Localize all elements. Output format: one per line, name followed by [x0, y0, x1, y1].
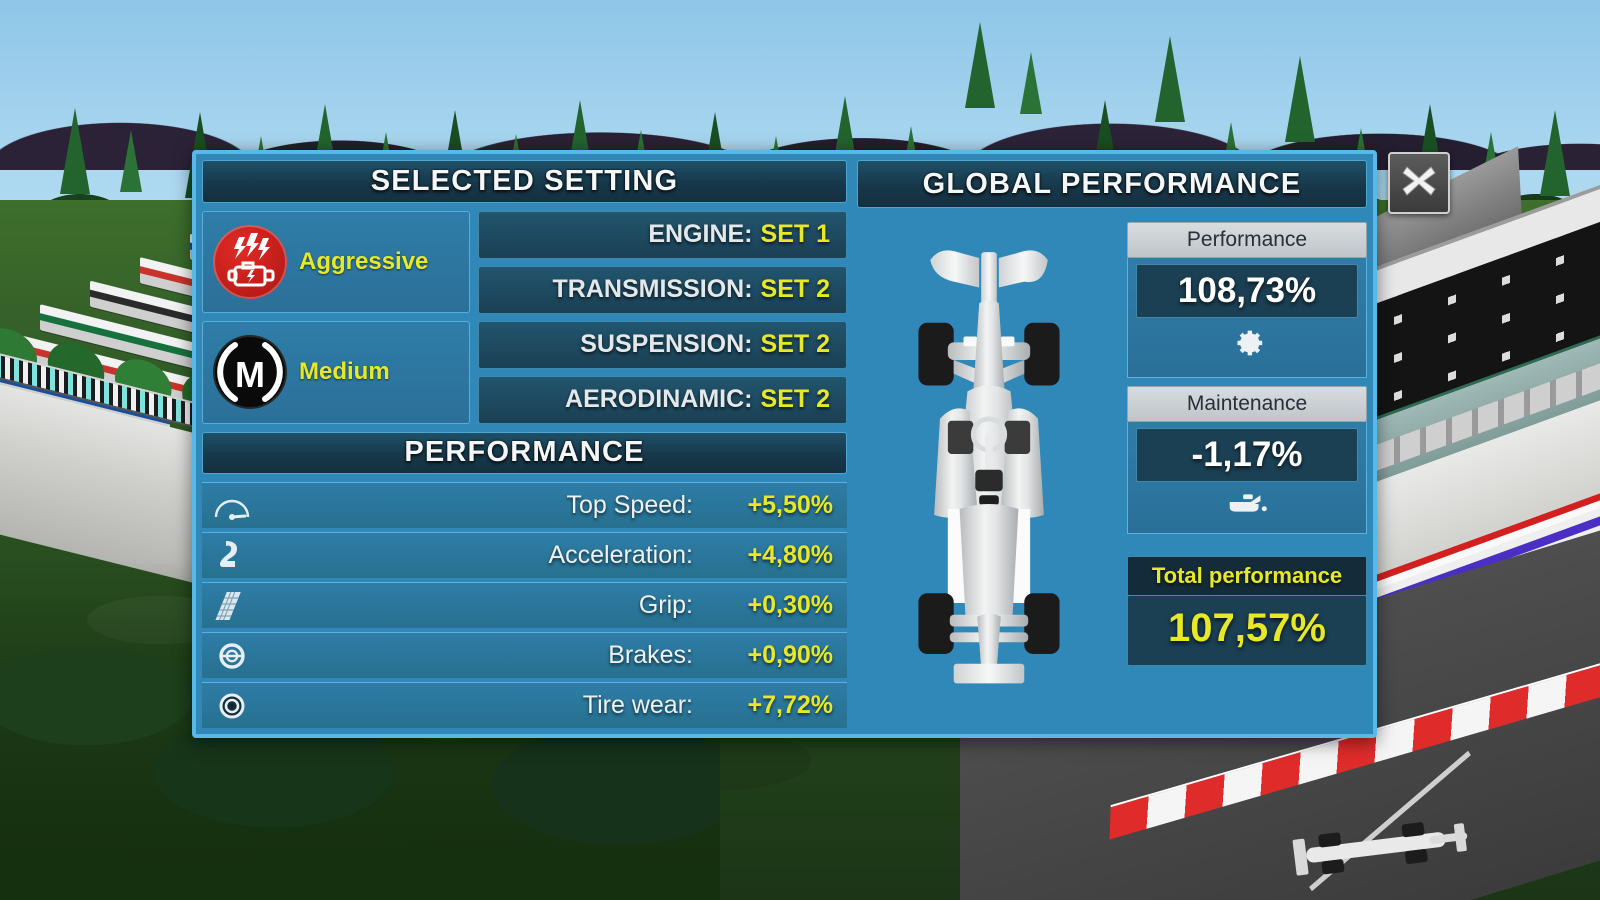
- total-performance-label: Total performance: [1127, 556, 1367, 596]
- setting-name: AERODINAMIC:: [565, 385, 753, 413]
- setting-row-engine[interactable]: ENGINE: SET 1: [478, 210, 847, 259]
- selected-setting-panel: SELECTED SETTING: [202, 160, 847, 728]
- performance-row-grip: Grip: +0,30%: [202, 582, 847, 628]
- brake-disc-icon: [210, 639, 254, 673]
- setting-value: SET 2: [760, 385, 830, 413]
- performance-name: Top Speed:: [566, 491, 694, 519]
- global-performance-body: Performance 108,73% Maintenance -1,17%: [857, 208, 1367, 728]
- performance-name: Acceleration:: [548, 541, 693, 569]
- performance-stat-label: Performance: [1127, 222, 1367, 258]
- svg-text:M: M: [235, 354, 265, 395]
- close-button[interactable]: [1388, 152, 1450, 214]
- pine-tree: [1155, 36, 1185, 122]
- maintenance-stat-label: Maintenance: [1127, 386, 1367, 422]
- total-performance-value: 107,57%: [1127, 596, 1367, 666]
- maintenance-stat-value: -1,17%: [1136, 428, 1358, 482]
- pine-tree: [965, 22, 995, 108]
- setting-block: Aggressive M Medium ENGINE:: [202, 210, 847, 424]
- performance-value: +0,30%: [747, 591, 834, 619]
- performance-row-tire-wear: Tire wear: +7,72%: [202, 682, 847, 728]
- performance-row-brakes: Brakes: +0,90%: [202, 632, 847, 678]
- setting-row-transmission[interactable]: TRANSMISSION: SET 2: [478, 265, 847, 314]
- performance-row-top-speed: Top Speed: +5,50%: [202, 482, 847, 528]
- pine-tree: [1540, 110, 1570, 196]
- setting-values-column: ENGINE: SET 1 TRANSMISSION: SET 2 SUSPEN…: [478, 210, 847, 424]
- f1-car-top-view: [857, 216, 1121, 728]
- performance-row-acceleration: Acceleration: +4,80%: [202, 532, 847, 578]
- stats-column: Performance 108,73% Maintenance -1,17%: [1127, 216, 1367, 728]
- pedal-icon: [210, 539, 254, 573]
- setting-value: SET 2: [760, 330, 830, 358]
- tire-icon: [210, 689, 254, 723]
- setting-row-aerodinamic[interactable]: AERODINAMIC: SET 2: [478, 375, 847, 424]
- gear-icon[interactable]: [1228, 324, 1266, 367]
- performance-stat-value: 108,73%: [1136, 264, 1358, 318]
- performance-name: Brakes:: [608, 641, 693, 669]
- pine-tree: [60, 108, 90, 194]
- pine-tree: [120, 130, 142, 192]
- tyre-compound-row[interactable]: M Medium: [202, 321, 470, 424]
- mode-column: Aggressive M Medium: [202, 210, 470, 424]
- tyre-compound-label: Medium: [299, 358, 390, 386]
- close-icon: [1397, 159, 1441, 208]
- setting-name: SUSPENSION:: [580, 330, 753, 358]
- pine-tree: [1020, 52, 1042, 114]
- performance-value: +7,72%: [747, 691, 834, 719]
- engine-aggressive-icon: [213, 224, 287, 299]
- performance-value: +0,90%: [747, 641, 834, 669]
- performance-value: +5,50%: [747, 491, 834, 519]
- setting-value: SET 1: [760, 220, 830, 248]
- setup-summary-dialog: SELECTED SETTING: [192, 150, 1377, 738]
- speedometer-icon: [210, 489, 254, 523]
- setting-name: ENGINE:: [648, 220, 753, 248]
- oil-can-icon[interactable]: [1222, 488, 1272, 523]
- global-performance-panel: GLOBAL PERFORMANCE: [857, 160, 1367, 728]
- performance-name: Tire wear:: [582, 691, 693, 719]
- engine-mode-row[interactable]: Aggressive: [202, 210, 470, 313]
- setting-value: SET 2: [760, 275, 830, 303]
- setting-row-suspension[interactable]: SUSPENSION: SET 2: [478, 320, 847, 369]
- grip-tread-icon: [210, 589, 254, 623]
- engine-mode-label: Aggressive: [299, 247, 429, 275]
- maintenance-stat-card: -1,17%: [1127, 422, 1367, 534]
- performance-stat-card: 108,73%: [1127, 258, 1367, 378]
- performance-header: PERFORMANCE: [202, 431, 847, 474]
- pine-tree: [1285, 56, 1315, 142]
- global-performance-header: GLOBAL PERFORMANCE: [857, 160, 1367, 208]
- selected-setting-header: SELECTED SETTING: [202, 160, 847, 203]
- setting-name: TRANSMISSION:: [552, 275, 753, 303]
- performance-list: Top Speed: +5,50% Acceleration: +4,80%: [202, 482, 847, 728]
- tyre-medium-icon: M: [213, 335, 287, 410]
- performance-value: +4,80%: [747, 541, 834, 569]
- performance-name: Grip:: [638, 591, 693, 619]
